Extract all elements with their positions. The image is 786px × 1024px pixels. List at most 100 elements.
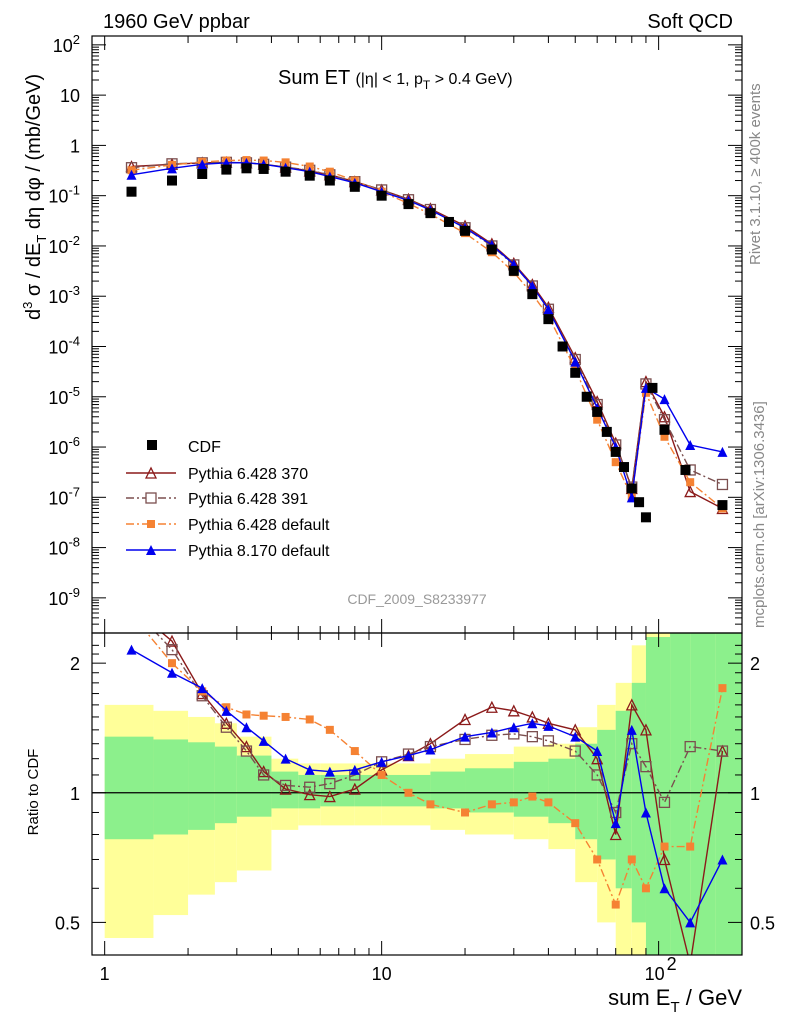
y-tick-label: 102 (53, 32, 80, 56)
cdf-point (304, 170, 315, 181)
ratio-point (128, 610, 136, 618)
series-point (166, 163, 177, 174)
ratio-point (324, 778, 336, 790)
ratio-point (305, 715, 314, 724)
energy-label: 1960 GeV ppbar (103, 11, 250, 33)
x-tick-label: 1 (100, 964, 110, 984)
ratio-point (127, 602, 137, 612)
ratio-point (526, 731, 538, 743)
ratio-point (221, 705, 232, 716)
y-tick-label: 10-9 (48, 585, 80, 609)
y-tick-label: 10-2 (48, 233, 80, 257)
svg-text:Pythia 6.428 370: Pythia 6.428 370 (188, 466, 308, 483)
ratio-point (685, 917, 696, 928)
ratio-point (571, 819, 580, 828)
main-plot-area (125, 155, 729, 523)
ratio-point (258, 769, 270, 781)
y-tick-label: 10-8 (48, 535, 80, 559)
cdf-point (241, 163, 252, 174)
band-inner (188, 742, 215, 830)
band-inner (670, 633, 691, 955)
ratio-point (610, 818, 621, 829)
ratio-point (641, 884, 650, 893)
ratio-point (259, 711, 268, 720)
ratio-point (241, 722, 252, 733)
cdf-point (543, 314, 554, 325)
ratio-point (570, 731, 581, 742)
series-point (686, 478, 695, 487)
series-point (527, 280, 538, 291)
cdf-point (126, 186, 137, 197)
ratio-series-p391 (127, 602, 729, 819)
cdf-point (647, 382, 658, 393)
ratio-point (609, 828, 622, 841)
band-inner (153, 739, 189, 835)
ratio-point (639, 723, 653, 736)
cdf-point (581, 391, 592, 402)
ratio-point (127, 602, 137, 612)
ratio-point (718, 684, 727, 693)
ratio-point (507, 704, 520, 717)
ratio-point (658, 796, 671, 809)
ratio-point (640, 807, 651, 818)
ratio-point (376, 756, 387, 767)
ratio-point (640, 760, 652, 773)
band-inner (715, 633, 742, 955)
ratio-point (350, 747, 359, 756)
ratio-point (485, 700, 498, 713)
legend-entry-p8def: Pythia 8.170 default (126, 543, 330, 560)
series-point (611, 458, 620, 467)
y-tick-label: 10-1 (48, 183, 80, 207)
band-inner (575, 743, 598, 840)
series-point (658, 410, 671, 423)
legend: CDF Pythia 6.428 370 Pythia 6.428 391 Py… (126, 439, 330, 560)
ratio-y-label: Ratio to CDF (25, 749, 42, 836)
cdf-point (717, 500, 728, 511)
series-point (717, 446, 728, 457)
cdf-point (460, 225, 471, 236)
cdf-point (508, 265, 519, 276)
ratio-point (425, 744, 436, 755)
cdf-point (197, 168, 208, 179)
plot-title: Sum ET (|η| < 1, pT > 0.4 GeV) (278, 67, 513, 92)
ratio-line (146, 633, 724, 907)
band-inner (513, 761, 549, 817)
ratio-point (686, 842, 695, 851)
ratio-point (279, 782, 292, 795)
x-tick-label: 10 (645, 964, 665, 984)
band-inner (690, 633, 716, 955)
band-inner (548, 758, 576, 824)
ratio-point (279, 779, 292, 792)
cdf-point (280, 166, 291, 177)
ratio-point (593, 855, 602, 864)
ratio-point (304, 781, 316, 793)
cdf-point (349, 181, 360, 192)
ratio-point (542, 735, 555, 747)
ratio-point (716, 745, 729, 757)
ratio-point (659, 883, 670, 894)
band-inner (430, 771, 466, 809)
ratio-point (486, 727, 497, 738)
ratio-point (717, 854, 728, 865)
ratio-point (527, 718, 538, 729)
ratio-point (569, 745, 581, 757)
svg-text:Pythia 6.428 default: Pythia 6.428 default (188, 517, 330, 534)
ratio-point (626, 724, 637, 735)
y-tick-label: 10-7 (48, 484, 80, 508)
svg-text:Pythia 6.428 391: Pythia 6.428 391 (188, 491, 308, 508)
mcplots-label: mcplots.cern.ch [arXiv:1306.3436] (751, 401, 768, 628)
ratio-point (685, 959, 695, 969)
legend-entry-p391: Pythia 6.428 391 (126, 491, 308, 508)
ratio-point (165, 634, 179, 647)
ratio-point (349, 764, 360, 775)
legend-entry-p370: Pythia 6.428 370 (126, 466, 308, 483)
analysis-id: CDF_2009_S8233977 (347, 591, 487, 607)
y-tick-label: 10-3 (48, 283, 80, 307)
series-point (543, 304, 554, 315)
cdf-point (166, 175, 177, 186)
ratio-series-p6def (128, 610, 727, 909)
x-axis-label: sum ET / GeV (608, 985, 742, 1016)
series-point (593, 415, 602, 424)
x-tick-label: 10 (372, 964, 392, 984)
